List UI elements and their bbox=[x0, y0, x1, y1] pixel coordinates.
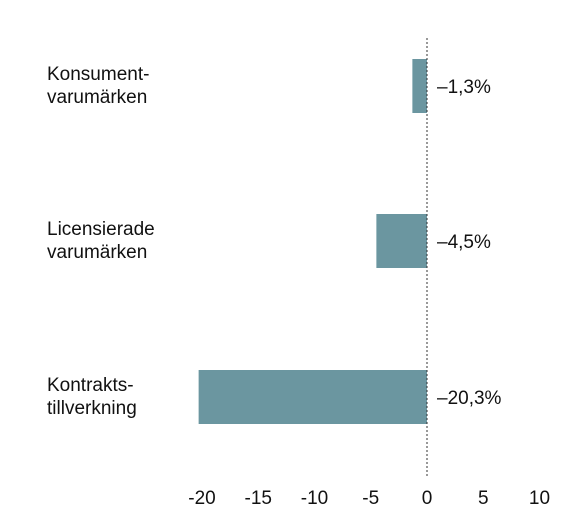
category-label-2: Licensierade varumärken bbox=[47, 219, 155, 263]
x-tick-label-5: 0 bbox=[422, 488, 433, 509]
category-label-1: Konsument-varumärken bbox=[47, 64, 149, 108]
value-label-3: –20,3% bbox=[437, 388, 502, 409]
bar-3 bbox=[198, 370, 427, 424]
bar-1 bbox=[412, 59, 427, 113]
x-axis-ticks: -20 -15 -10 -5 0 5 10 bbox=[188, 488, 550, 509]
x-tick-label-7: 10 bbox=[529, 488, 550, 509]
category-label-3: Kontrakts-tillverkning bbox=[47, 375, 137, 419]
value-label-2: –4,5% bbox=[437, 232, 491, 253]
x-tick-label-6: 5 bbox=[478, 488, 489, 509]
x-tick-label-1: -20 bbox=[188, 488, 215, 509]
bar-2 bbox=[376, 214, 427, 268]
labels-group: Konsument-varumärken –1,3% Licensierade var… bbox=[47, 64, 502, 419]
bars-group bbox=[198, 59, 427, 424]
x-tick-label-2: -15 bbox=[245, 488, 272, 509]
value-label-1: –1,3% bbox=[437, 77, 491, 98]
x-tick-label-3: -10 bbox=[301, 488, 328, 509]
x-tick-label-4: -5 bbox=[362, 488, 379, 509]
